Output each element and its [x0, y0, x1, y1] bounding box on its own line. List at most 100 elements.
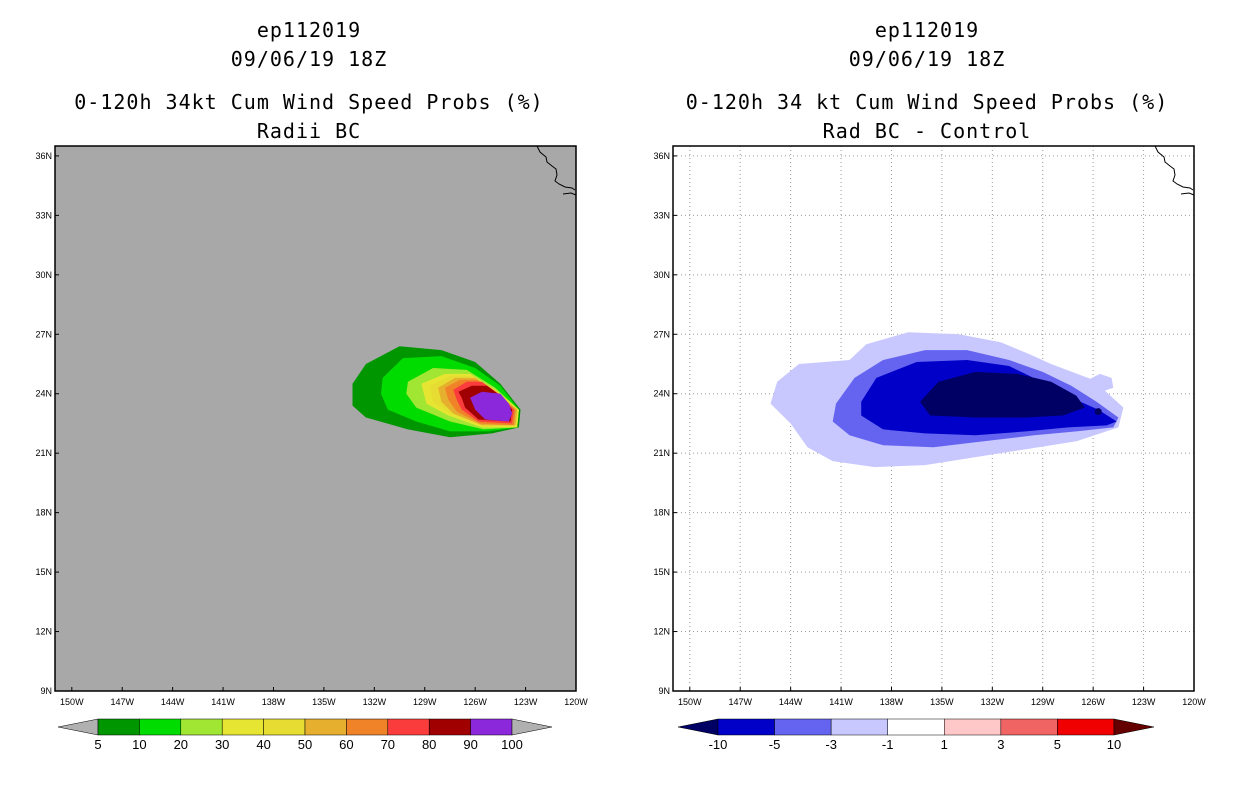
colorbar-swatch	[428, 718, 471, 736]
y-tick-label: 33N	[653, 210, 670, 220]
colorbar-label: 10	[132, 737, 146, 752]
colorbar-label: 30	[215, 737, 229, 752]
colorbar-swatch	[944, 718, 1002, 736]
y-tick-label: 9N	[40, 686, 52, 696]
right-storm-id: ep112019	[874, 18, 980, 42]
x-tick-label: 135W	[930, 697, 954, 707]
left-storm-id: ep112019	[256, 18, 362, 42]
y-tick-label: 18N	[35, 508, 52, 518]
right-chart-subtitle: Rad BC - Control	[822, 119, 1032, 143]
plot-frame	[672, 145, 1195, 692]
colorbar-label: -3	[825, 737, 837, 752]
y-tick-label: 30N	[35, 270, 52, 280]
colorbar-swatch	[221, 718, 264, 736]
y-tick-label: 9N	[658, 686, 670, 696]
right-datetime: 09/06/19 18Z	[848, 47, 1006, 71]
y-tick-label: 12N	[653, 627, 670, 637]
left-chart-subtitle: Radii BC	[256, 119, 362, 143]
x-tick-label: 150W	[678, 697, 702, 707]
y-tick-label: 24N	[35, 389, 52, 399]
x-tick-label: 123W	[1132, 697, 1156, 707]
colorbar-label: 1	[941, 737, 948, 752]
y-tick-label: 36N	[653, 151, 670, 161]
colorbar-label: -10	[709, 737, 728, 752]
y-tick-label: 27N	[653, 329, 670, 339]
coastline	[1154, 145, 1194, 191]
colorbar-label: 100	[501, 737, 523, 752]
y-tick-label: 18N	[653, 508, 670, 518]
right-difference-map: 150W 147W 144W 141W 138W 135W 132W 129W 126W 123W…	[653, 145, 1206, 752]
left-datetime: 09/06/19 18Z	[230, 47, 388, 71]
x-tick-label: 135W	[312, 697, 336, 707]
x-tick-label: 123W	[514, 697, 538, 707]
colorbar-label: 70	[381, 737, 395, 752]
y-tick-label: 21N	[653, 448, 670, 458]
colorbar: -10 -5 -3 -1 1 3 5 10	[677, 718, 1155, 752]
colorbar-swatch	[830, 718, 888, 736]
y-tick-label: 15N	[653, 567, 670, 577]
coastline	[536, 145, 576, 191]
colorbar-swatch	[180, 718, 223, 736]
colorbar-swatch	[346, 718, 389, 736]
y-tick-label: 27N	[35, 329, 52, 339]
colorbar-swatch	[470, 718, 513, 736]
colorbar-swatch	[774, 718, 832, 736]
y-tick-label: 15N	[35, 567, 52, 577]
x-tick-label: 138W	[880, 697, 904, 707]
colorbar-swatch	[887, 718, 945, 736]
colorbar-label: 40	[256, 737, 270, 752]
x-tick-label: 126W	[463, 697, 487, 707]
contour-level-neg10-4	[920, 371, 1085, 418]
colorbar-swatch	[304, 718, 347, 736]
colorbar-swatch	[1057, 718, 1115, 736]
colorbar-low-arrow	[677, 718, 719, 736]
colorbar-label: 5	[94, 737, 101, 752]
colorbar-high-arrow	[511, 718, 553, 736]
x-tick-label: 132W	[981, 697, 1005, 707]
colorbar-label: 50	[298, 737, 312, 752]
colorbar-swatch	[139, 718, 182, 736]
colorbar-swatch	[97, 718, 140, 736]
x-tick-label: 150W	[60, 697, 84, 707]
colorbar-label: -1	[882, 737, 894, 752]
y-tick-label: 30N	[653, 270, 670, 280]
x-tick-label: 147W	[110, 697, 134, 707]
plot-frame	[54, 145, 577, 692]
x-tick-label: 141W	[829, 697, 853, 707]
colorbar: 5 10 20 30 40 50 60 70 80 90 100	[57, 718, 553, 752]
y-tick-label: 36N	[35, 151, 52, 161]
contour-level-90-9	[470, 391, 513, 422]
colorbar-low-arrow	[57, 718, 99, 736]
contour-level-neg1-1	[1088, 373, 1114, 392]
colorbar-label: 5	[1054, 737, 1061, 752]
x-tick-label: 141W	[211, 697, 235, 707]
colorbar-label: 20	[174, 737, 188, 752]
colorbar-label: 80	[422, 737, 436, 752]
colorbar-swatch	[263, 718, 306, 736]
y-tick-label: 24N	[653, 389, 670, 399]
colorbar-label: 10	[1107, 737, 1121, 752]
x-tick-label: 129W	[1031, 697, 1055, 707]
x-tick-label: 144W	[161, 697, 185, 707]
left-chart-title: 0-120h 34kt Cum Wind Speed Probs (%)	[74, 90, 544, 114]
colorbar-swatch	[717, 718, 775, 736]
colorbar-high-arrow	[1113, 718, 1155, 736]
y-tick-label: 33N	[35, 210, 52, 220]
colorbar-label: 90	[463, 737, 477, 752]
x-tick-label: 126W	[1081, 697, 1105, 707]
colorbar-label: 60	[339, 737, 353, 752]
x-tick-label: 144W	[779, 697, 803, 707]
colorbar-label: -5	[769, 737, 781, 752]
x-tick-label: 120W	[1182, 697, 1206, 707]
left-probability-map: 150W 147W 144W 141W 138W 135W 132W 129W 126W 123W…	[35, 145, 588, 752]
x-tick-label: 129W	[413, 697, 437, 707]
x-tick-label: 147W	[728, 697, 752, 707]
x-tick-label: 138W	[262, 697, 286, 707]
x-tick-label: 120W	[564, 697, 588, 707]
right-chart-panel: ep112019 09/06/19 18Z 0-120h 34 kt Cum W…	[618, 0, 1236, 800]
coastline-islands	[562, 192, 577, 196]
colorbar-label: 3	[997, 737, 1004, 752]
coastline-islands	[1180, 192, 1195, 196]
left-chart-panel: ep112019 09/06/19 18Z 0-120h 34kt Cum Wi…	[35, 18, 588, 752]
y-tick-label: 12N	[35, 627, 52, 637]
